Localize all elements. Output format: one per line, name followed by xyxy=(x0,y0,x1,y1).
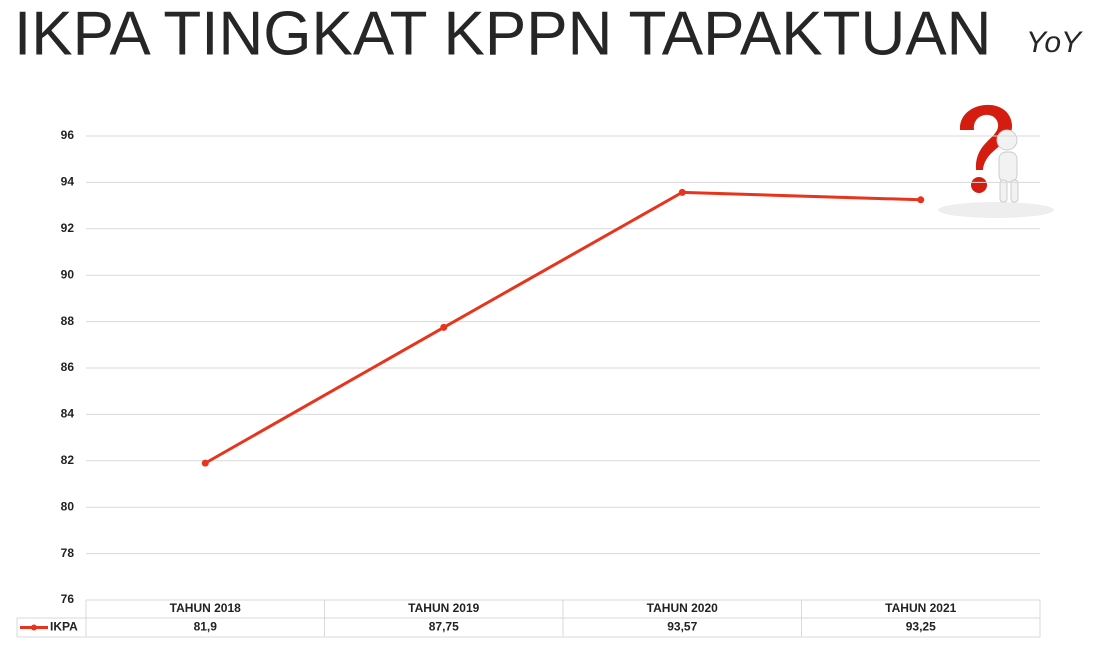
y-tick-label: 94 xyxy=(61,175,75,189)
x-tick-label: TAHUN 2019 xyxy=(408,601,479,615)
y-tick-label: 76 xyxy=(61,592,75,606)
data-point xyxy=(201,459,209,467)
y-tick-label: 78 xyxy=(61,546,75,560)
question-figure xyxy=(938,104,1054,218)
data-point xyxy=(678,188,686,196)
y-tick-label: 96 xyxy=(61,128,75,142)
x-tick-label: TAHUN 2018 xyxy=(170,601,241,615)
legend-marker xyxy=(31,624,37,631)
chart-subtitle: YoY xyxy=(1026,26,1083,59)
y-tick-label: 84 xyxy=(61,407,75,421)
y-tick-label: 90 xyxy=(61,267,75,281)
y-tick-label: 82 xyxy=(61,453,75,467)
chart-title: IKPA TINGKAT KPPN TAPAKTUAN xyxy=(14,0,991,68)
data-point xyxy=(917,196,925,204)
legend-label: IKPA xyxy=(50,620,78,634)
table-value: 81,9 xyxy=(194,620,218,634)
x-tick-label: TAHUN 2021 xyxy=(885,601,956,615)
x-tick-label: TAHUN 2020 xyxy=(647,601,718,615)
table-value: 93,25 xyxy=(906,620,936,634)
y-tick-label: 92 xyxy=(61,221,75,235)
y-tick-label: 80 xyxy=(61,499,75,513)
y-tick-label: 86 xyxy=(61,360,75,374)
table-value: 93,57 xyxy=(667,620,697,634)
data-point xyxy=(440,323,448,331)
series-line xyxy=(204,190,921,465)
table-value: 87,75 xyxy=(429,620,459,634)
y-tick-label: 88 xyxy=(61,314,75,328)
